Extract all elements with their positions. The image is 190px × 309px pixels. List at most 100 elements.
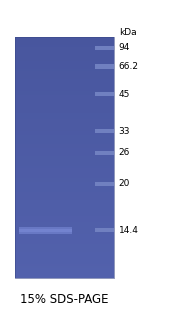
Bar bbox=[15, 264, 114, 266]
Text: 20: 20 bbox=[119, 179, 130, 188]
Text: 94: 94 bbox=[119, 43, 130, 53]
Bar bbox=[15, 143, 114, 146]
Bar bbox=[19, 229, 72, 231]
Bar bbox=[15, 154, 114, 156]
Bar bbox=[15, 242, 114, 244]
Bar bbox=[15, 202, 114, 204]
Bar bbox=[15, 212, 114, 214]
Bar bbox=[15, 101, 114, 103]
Bar bbox=[15, 178, 114, 180]
Bar bbox=[15, 266, 114, 268]
Bar bbox=[15, 59, 114, 61]
Text: 33: 33 bbox=[119, 127, 130, 136]
Bar bbox=[15, 190, 114, 192]
Bar bbox=[15, 37, 114, 39]
Text: 45: 45 bbox=[119, 90, 130, 99]
Bar bbox=[15, 51, 114, 53]
Text: 66.2: 66.2 bbox=[119, 62, 139, 71]
Bar bbox=[15, 256, 114, 258]
Bar bbox=[15, 99, 114, 101]
Bar bbox=[15, 73, 114, 75]
Bar bbox=[15, 240, 114, 242]
Bar bbox=[15, 77, 114, 79]
Bar bbox=[15, 250, 114, 252]
Bar bbox=[15, 142, 114, 143]
Bar bbox=[15, 93, 114, 95]
Bar bbox=[15, 81, 114, 83]
Bar bbox=[15, 150, 114, 152]
Bar bbox=[15, 248, 114, 250]
Bar bbox=[95, 182, 114, 186]
Bar bbox=[15, 272, 114, 274]
Bar bbox=[15, 206, 114, 208]
Bar bbox=[15, 174, 114, 176]
Bar bbox=[15, 112, 114, 113]
Bar bbox=[15, 123, 114, 125]
Bar bbox=[15, 254, 114, 256]
Bar bbox=[15, 158, 114, 159]
Bar bbox=[15, 113, 114, 116]
Bar bbox=[95, 46, 114, 50]
Bar bbox=[15, 176, 114, 178]
Bar bbox=[15, 244, 114, 246]
Bar bbox=[15, 37, 114, 278]
Bar bbox=[15, 260, 114, 262]
Text: 26: 26 bbox=[119, 148, 130, 158]
Bar bbox=[15, 180, 114, 182]
Bar bbox=[15, 184, 114, 186]
Bar bbox=[15, 39, 114, 41]
Bar bbox=[15, 200, 114, 202]
Bar bbox=[15, 218, 114, 220]
Text: kDa: kDa bbox=[119, 28, 136, 37]
Bar bbox=[15, 220, 114, 222]
Bar bbox=[15, 162, 114, 164]
Bar bbox=[15, 274, 114, 276]
Bar bbox=[15, 105, 114, 108]
Bar bbox=[15, 268, 114, 270]
Bar bbox=[15, 133, 114, 136]
Bar bbox=[15, 230, 114, 232]
Bar bbox=[15, 127, 114, 129]
Bar bbox=[15, 246, 114, 248]
Bar bbox=[15, 121, 114, 123]
Text: 15% SDS-PAGE: 15% SDS-PAGE bbox=[20, 293, 109, 306]
Bar bbox=[15, 57, 114, 59]
Bar bbox=[15, 164, 114, 166]
Bar bbox=[15, 117, 114, 120]
Bar bbox=[15, 252, 114, 254]
Bar bbox=[15, 132, 114, 133]
Bar bbox=[15, 152, 114, 154]
Bar bbox=[15, 222, 114, 224]
Bar bbox=[15, 204, 114, 206]
Bar bbox=[15, 236, 114, 238]
Bar bbox=[15, 188, 114, 190]
Bar bbox=[15, 238, 114, 240]
Bar bbox=[15, 61, 114, 63]
Bar bbox=[15, 91, 114, 93]
Bar bbox=[15, 65, 114, 67]
Bar bbox=[15, 103, 114, 105]
Bar bbox=[19, 227, 72, 234]
Bar bbox=[15, 43, 114, 45]
Bar bbox=[15, 136, 114, 138]
Bar bbox=[15, 198, 114, 200]
Bar bbox=[15, 63, 114, 65]
Bar bbox=[95, 64, 114, 69]
Bar bbox=[15, 41, 114, 43]
Bar bbox=[15, 270, 114, 272]
Bar bbox=[15, 45, 114, 47]
Bar bbox=[15, 192, 114, 194]
Bar bbox=[15, 125, 114, 128]
Bar bbox=[15, 156, 114, 158]
Bar bbox=[15, 75, 114, 77]
Bar bbox=[15, 129, 114, 132]
Bar bbox=[95, 129, 114, 133]
Bar bbox=[15, 53, 114, 55]
Bar bbox=[95, 151, 114, 155]
Bar bbox=[15, 107, 114, 109]
Bar bbox=[15, 194, 114, 196]
Bar bbox=[95, 228, 114, 232]
Bar bbox=[15, 140, 114, 142]
Bar bbox=[15, 97, 114, 99]
Bar bbox=[15, 167, 114, 170]
